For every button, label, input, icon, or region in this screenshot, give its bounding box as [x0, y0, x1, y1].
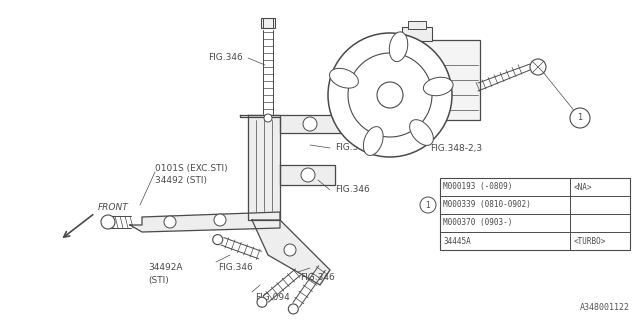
Text: 1: 1	[577, 114, 582, 123]
Bar	[380, 40, 480, 120]
Text: FIG.346: FIG.346	[300, 274, 335, 283]
Polygon shape	[130, 212, 280, 232]
Text: FIG.346: FIG.346	[335, 143, 370, 153]
Circle shape	[289, 304, 298, 314]
Ellipse shape	[410, 120, 433, 145]
Text: 34492A: 34492A	[148, 263, 182, 273]
Text: M000370 (0903-): M000370 (0903-)	[443, 219, 513, 228]
Polygon shape	[252, 220, 330, 285]
Text: 34445A: 34445A	[443, 236, 471, 245]
Text: FIG.346: FIG.346	[335, 186, 370, 195]
Circle shape	[348, 53, 432, 137]
Bar	[408, 21, 426, 29]
Polygon shape	[240, 115, 340, 133]
Circle shape	[328, 33, 452, 157]
Circle shape	[101, 215, 115, 229]
Text: <NA>: <NA>	[574, 182, 593, 191]
Text: FIG.094: FIG.094	[255, 293, 290, 302]
Circle shape	[303, 117, 317, 131]
Text: FIG.346: FIG.346	[218, 263, 253, 273]
Circle shape	[530, 59, 546, 75]
Circle shape	[420, 197, 436, 213]
Bar	[440, 178, 630, 250]
Polygon shape	[280, 165, 335, 185]
Text: FIG.346: FIG.346	[208, 53, 243, 62]
Polygon shape	[248, 115, 280, 220]
Circle shape	[212, 235, 223, 244]
Circle shape	[214, 214, 226, 226]
Ellipse shape	[389, 32, 408, 61]
Ellipse shape	[330, 68, 358, 88]
Ellipse shape	[424, 77, 453, 96]
Text: M000339 (0810-0902): M000339 (0810-0902)	[443, 201, 531, 210]
Circle shape	[570, 108, 590, 128]
Bar	[402, 27, 432, 41]
Text: 34492 (STI): 34492 (STI)	[155, 175, 207, 185]
Text: M000193 (-0809): M000193 (-0809)	[443, 182, 513, 191]
Text: 1: 1	[426, 201, 430, 210]
Text: 0101S (EXC.STI): 0101S (EXC.STI)	[155, 164, 228, 172]
Text: (STI): (STI)	[148, 276, 169, 284]
Circle shape	[377, 82, 403, 108]
Text: A348001122: A348001122	[580, 303, 630, 312]
Circle shape	[284, 244, 296, 256]
Circle shape	[164, 216, 176, 228]
Ellipse shape	[364, 127, 383, 156]
Bar	[261, 18, 275, 28]
Circle shape	[301, 168, 315, 182]
Text: FRONT: FRONT	[98, 204, 129, 212]
Text: <TURBO>: <TURBO>	[574, 236, 606, 245]
Circle shape	[264, 114, 272, 122]
Circle shape	[257, 297, 267, 307]
Text: FIG.348-2,3: FIG.348-2,3	[430, 143, 482, 153]
